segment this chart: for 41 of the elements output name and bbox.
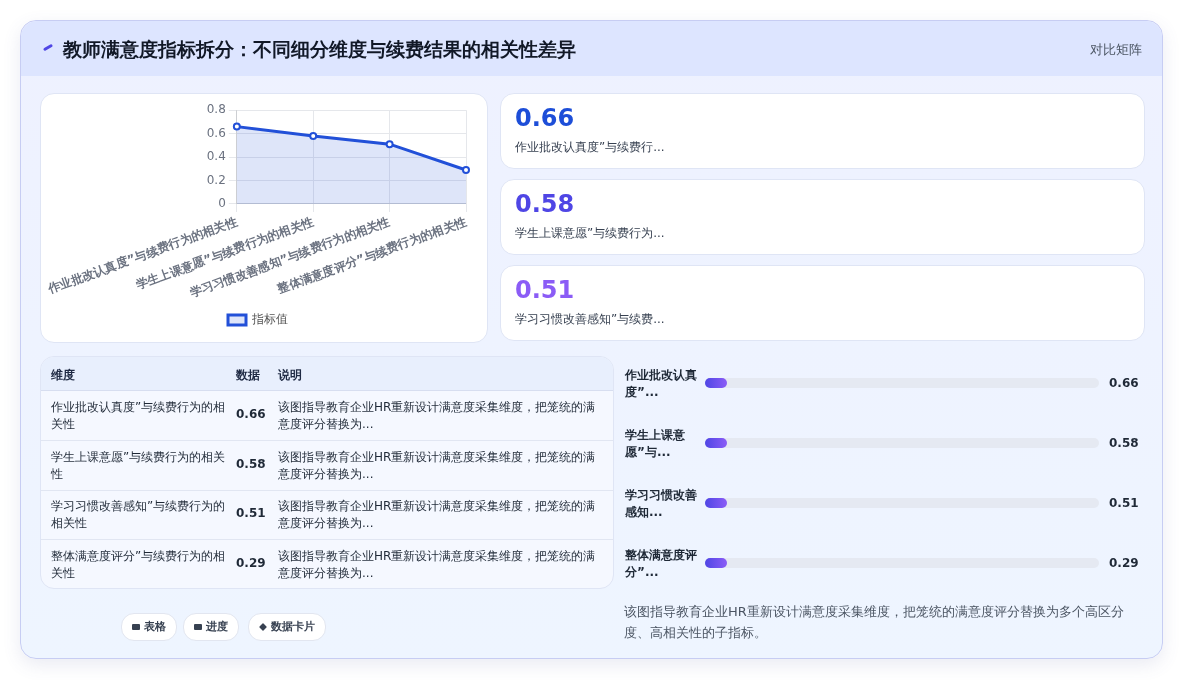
y-tick-label: 0.6	[206, 125, 226, 140]
category-label: 学习习惯改善感知”与续费行为的相关性	[51, 499, 226, 530]
text: 维度	[51, 367, 75, 384]
y-tick-label: 0	[218, 196, 226, 211]
text: 数据	[236, 367, 260, 384]
text: 0.29	[236, 555, 266, 570]
text: 0.58	[236, 456, 266, 471]
text: 0.66	[515, 104, 575, 132]
text: 进度	[183, 613, 239, 641]
y-tick-label: 0.2	[206, 172, 226, 187]
text: 0.51	[236, 506, 266, 520]
category-label: 整体满意度评分”与续费行为的相关性	[51, 548, 226, 580]
text: 作业批改认真度”与续费行...	[515, 139, 665, 156]
text: 学生上课意愿”与续费行为...	[515, 225, 665, 242]
text: 学习习惯改善感知”与续费...	[515, 311, 665, 328]
text: 该图指导教育企业HR重新设计满意度采集维度，把笼统的满意度评分替换为...	[278, 448, 597, 483]
text: 0.66	[236, 407, 266, 421]
text: 学习习惯改善感知...	[625, 487, 698, 521]
text: 说明	[278, 367, 302, 384]
text: 数据卡片	[248, 613, 326, 641]
text: 作业批改认真度”...	[625, 367, 698, 401]
category-label: 学生上课意愿”与续费行为的相关性	[51, 449, 226, 481]
text: 对比矩阵	[1090, 41, 1142, 59]
text: 0.58	[1109, 436, 1139, 450]
text: 学生上课意愿”与...	[625, 427, 686, 461]
text: 0.66	[1109, 376, 1139, 390]
text: 整体满意度评分”...	[625, 547, 698, 581]
text: 0.58	[515, 190, 575, 218]
text: 表格	[121, 613, 177, 641]
text: 该图指导教育企业HR重新设计满意度采集维度，把笼统的满意度评分替换为...	[278, 498, 597, 532]
text: 该图指导教育企业HR重新设计满意度采集维度，把笼统的满意度评分替换为...	[278, 399, 597, 433]
chart-title: 教师满意度指标拆分：不同细分维度与续费结果的相关性差异	[63, 37, 576, 62]
text: 0.29	[1109, 556, 1139, 570]
y-tick-label: 0.4	[206, 149, 226, 164]
category-label: 作业批改认真度”与续费行为的相关性	[51, 400, 226, 431]
text: 该图指导教育企业HR重新设计满意度采集维度，把笼统的满意度评分替换为多个高区分度、高相关性的子指标。	[624, 603, 1125, 642]
legend-label: 指标值	[251, 312, 288, 327]
text: 0.51	[515, 276, 575, 304]
text: 该图指导教育企业HR重新设计满意度采集维度，把笼统的满意度评分替换为...	[278, 547, 597, 582]
y-tick-label: 0.8	[206, 102, 226, 117]
text: 0.51	[1109, 496, 1139, 510]
